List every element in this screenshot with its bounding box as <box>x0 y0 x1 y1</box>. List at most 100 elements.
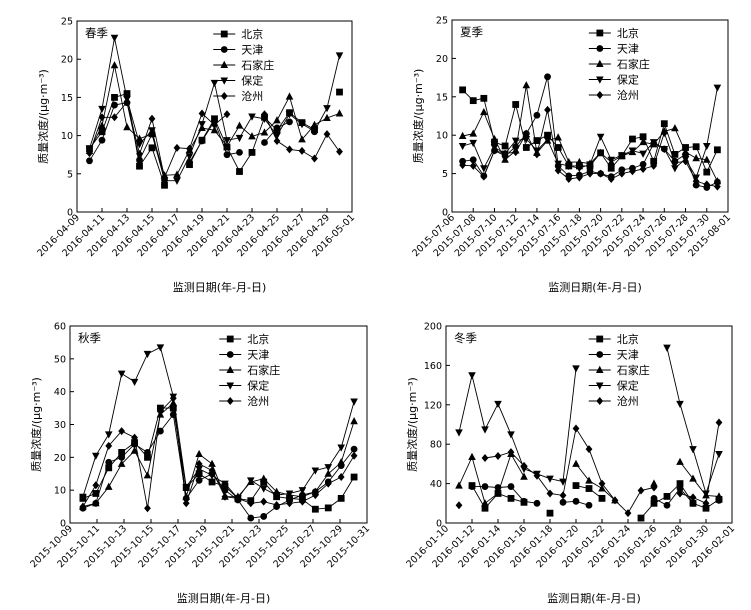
data-point <box>186 158 193 166</box>
data-point <box>92 499 100 507</box>
data-point <box>324 464 333 472</box>
legend-label: 北京 <box>617 332 639 346</box>
data-point <box>650 157 658 165</box>
y-tick-label: 15 <box>61 93 73 104</box>
y-axis-label: 质量浓度/(μg·m⁻³) <box>405 377 419 472</box>
legend-label: 天津 <box>247 349 269 362</box>
x-axis-label: 监测日期(年-月-日) <box>177 591 271 605</box>
data-point <box>629 167 636 176</box>
data-point <box>522 81 531 89</box>
data-point <box>596 133 605 141</box>
data-point <box>195 476 203 484</box>
data-point <box>494 400 502 409</box>
data-point <box>702 504 710 512</box>
y-tick-label: 20 <box>54 453 66 464</box>
data-point <box>598 484 606 492</box>
data-point <box>111 113 118 122</box>
y-tick-label: 10 <box>54 486 66 497</box>
data-point <box>689 499 697 507</box>
data-point <box>660 128 668 137</box>
data-point <box>501 142 509 150</box>
legend-label: 沧州 <box>617 394 639 408</box>
legend-marker <box>595 382 604 390</box>
data-point <box>660 146 669 154</box>
data-point <box>703 168 711 176</box>
data-point <box>554 133 562 141</box>
data-point <box>195 449 203 458</box>
data-point <box>234 494 242 503</box>
data-point <box>455 501 463 510</box>
data-point <box>520 497 528 505</box>
season-label: 春季 <box>85 26 108 40</box>
data-point <box>337 444 345 452</box>
data-point <box>533 111 541 119</box>
legend-marker <box>226 335 234 343</box>
series-line <box>82 397 355 509</box>
data-point <box>136 162 143 170</box>
legend-marker <box>226 351 234 358</box>
data-point <box>104 482 113 490</box>
data-point <box>554 144 562 151</box>
data-point <box>123 122 131 131</box>
y-axis-label: 质量浓度/(μg·m⁻³) <box>29 377 43 472</box>
data-point <box>637 486 645 495</box>
data-point <box>650 479 658 487</box>
data-point <box>671 158 679 167</box>
data-point <box>273 116 281 124</box>
data-point <box>235 134 244 143</box>
data-point <box>607 164 615 172</box>
data-point <box>586 161 594 169</box>
data-point <box>715 418 723 427</box>
y-tick-label: 0 <box>60 519 66 530</box>
data-point <box>639 150 647 158</box>
data-point <box>458 142 467 151</box>
data-point <box>572 365 580 373</box>
data-point <box>575 165 584 173</box>
data-point <box>273 132 281 140</box>
data-point <box>649 139 658 147</box>
series-5 <box>455 418 723 518</box>
data-point <box>324 479 332 488</box>
data-point <box>310 128 319 136</box>
data-point <box>459 86 467 94</box>
data-point <box>248 113 256 121</box>
legend-marker <box>596 29 604 37</box>
data-point <box>135 141 144 149</box>
data-point <box>92 452 100 460</box>
season-label: 冬季 <box>454 331 477 345</box>
legend-label: 石家庄 <box>617 363 650 377</box>
data-point <box>469 156 477 164</box>
data-point <box>117 459 126 467</box>
data-point <box>247 499 255 508</box>
data-point <box>143 471 152 479</box>
y-tick-label: 120 <box>424 400 442 411</box>
data-point <box>491 138 498 146</box>
series-4 <box>85 34 344 185</box>
legend-label: 天津 <box>617 43 639 56</box>
data-point <box>298 135 306 143</box>
data-point <box>273 500 281 509</box>
data-point <box>335 52 344 60</box>
legend-label: 天津 <box>241 44 263 57</box>
data-point <box>520 461 528 470</box>
data-point <box>676 485 684 492</box>
series-5 <box>459 105 721 191</box>
legend-marker <box>596 351 604 358</box>
y-tick-label: 160 <box>424 361 442 372</box>
data-point <box>544 105 551 114</box>
data-point <box>533 471 541 480</box>
data-point <box>198 109 206 118</box>
legend-marker <box>596 91 604 99</box>
data-point <box>507 448 515 457</box>
data-point <box>298 146 306 155</box>
data-point <box>173 170 181 178</box>
data-point <box>624 509 632 518</box>
y-tick-label: 10 <box>436 131 448 142</box>
y-tick-label: 25 <box>436 16 448 27</box>
data-point <box>671 151 679 158</box>
data-point <box>663 344 671 352</box>
data-point <box>650 161 658 170</box>
data-point <box>639 133 647 141</box>
data-point <box>169 404 177 412</box>
data-point <box>323 105 331 113</box>
